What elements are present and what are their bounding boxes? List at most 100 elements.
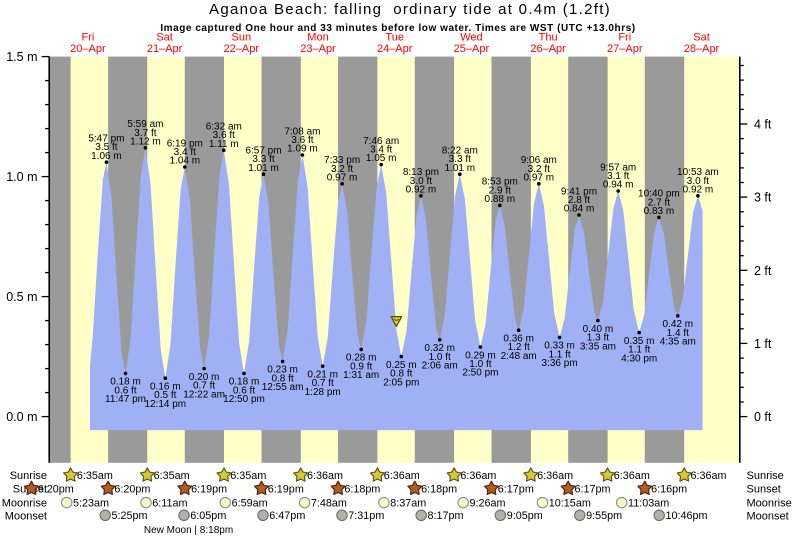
svg-text:6:17pm: 6:17pm: [498, 483, 534, 495]
svg-text:3.0 ft: 3.0 ft: [410, 176, 432, 187]
svg-text:5:59 am: 5:59 am: [127, 119, 163, 130]
svg-text:10:53 am: 10:53 am: [677, 167, 719, 178]
svg-text:25–Apr: 25–Apr: [454, 43, 490, 55]
svg-text:7:48am: 7:48am: [311, 497, 347, 509]
svg-text:10:40 pm: 10:40 pm: [638, 189, 680, 200]
svg-text:3.2 ft: 3.2 ft: [331, 164, 353, 175]
svg-text:6:05pm: 6:05pm: [190, 510, 226, 522]
svg-text:0.25 m: 0.25 m: [386, 360, 417, 371]
svg-text:1.11 m: 1.11 m: [209, 139, 239, 150]
svg-text:Sun: Sun: [232, 32, 252, 44]
svg-text:6:36am: 6:36am: [384, 470, 420, 482]
svg-text:0.21 m: 0.21 m: [307, 370, 338, 381]
svg-text:0.6 ft: 0.6 ft: [233, 385, 255, 396]
svg-text:2:06 am: 2:06 am: [422, 361, 458, 372]
svg-text:5:47 pm: 5:47 pm: [88, 134, 124, 145]
svg-text:2.8 ft: 2.8 ft: [568, 195, 590, 206]
svg-text:1.01 m: 1.01 m: [248, 163, 279, 174]
svg-text:11:47 pm: 11:47 pm: [105, 394, 146, 405]
svg-text:12:50 pm: 12:50 pm: [223, 394, 265, 405]
svg-text:6:36am: 6:36am: [537, 470, 573, 482]
svg-text:1.0 ft: 1.0 ft: [429, 352, 451, 363]
svg-text:Tue: Tue: [385, 32, 404, 44]
svg-text:21–Apr: 21–Apr: [147, 43, 183, 55]
svg-text:3.0 ft: 3.0 ft: [687, 176, 709, 187]
svg-text:9:55pm: 9:55pm: [586, 510, 622, 522]
svg-text:Fri: Fri: [618, 32, 631, 44]
svg-text:0.23 m: 0.23 m: [267, 365, 298, 376]
svg-text:Sat: Sat: [693, 32, 710, 44]
svg-text:9:41 pm: 9:41 pm: [561, 186, 597, 197]
svg-text:6:57 pm: 6:57 pm: [245, 146, 281, 157]
svg-text:1.0 ft: 1.0 ft: [469, 359, 491, 370]
svg-text:12:55 am: 12:55 am: [262, 382, 304, 393]
svg-text:0.8 ft: 0.8 ft: [271, 373, 293, 384]
svg-text:0.33 m: 0.33 m: [544, 341, 575, 352]
svg-text:7:31pm: 7:31pm: [348, 510, 384, 522]
svg-text:7:46 am: 7:46 am: [363, 136, 399, 147]
svg-text:8:22 am: 8:22 am: [442, 146, 478, 157]
svg-text:0.97 m: 0.97 m: [327, 172, 358, 183]
svg-text:8:53 pm: 8:53 pm: [482, 177, 518, 188]
svg-text:0.94 m: 0.94 m: [603, 180, 634, 191]
svg-text:2.9 ft: 2.9 ft: [489, 185, 511, 196]
svg-text:3:36 pm: 3:36 pm: [542, 358, 578, 369]
svg-text:3.4 ft: 3.4 ft: [370, 145, 392, 156]
svg-text:0.18 m: 0.18 m: [110, 377, 141, 388]
svg-text:0.29 m: 0.29 m: [465, 350, 496, 361]
svg-text:26–Apr: 26–Apr: [530, 43, 566, 55]
svg-text:6:36am: 6:36am: [614, 470, 650, 482]
svg-text:6:36am: 6:36am: [307, 470, 343, 482]
svg-text:6:47pm: 6:47pm: [269, 510, 305, 522]
svg-text:27–Apr: 27–Apr: [607, 43, 643, 55]
svg-text:1:28 pm: 1:28 pm: [305, 387, 341, 398]
svg-text:6:16pm: 6:16pm: [651, 483, 687, 495]
svg-text:Moonrise: Moonrise: [747, 498, 792, 510]
svg-text:Thu: Thu: [539, 32, 558, 44]
svg-text:0.8 ft: 0.8 ft: [390, 369, 412, 380]
svg-text:Sunrise: Sunrise: [10, 470, 47, 482]
svg-text:3.6 ft: 3.6 ft: [213, 130, 235, 141]
svg-text:3.5 ft: 3.5 ft: [95, 142, 117, 153]
svg-text:9:05pm: 9:05pm: [507, 510, 543, 522]
svg-text:3.4 ft: 3.4 ft: [174, 147, 196, 158]
svg-text:7:08 am: 7:08 am: [284, 126, 320, 137]
svg-text:0.32 m: 0.32 m: [424, 343, 455, 354]
svg-text:Moonrise: Moonrise: [2, 498, 47, 510]
svg-text:4 ft: 4 ft: [754, 118, 772, 132]
svg-text:9:06 am: 9:06 am: [521, 155, 557, 166]
svg-text:2 ft: 2 ft: [754, 264, 772, 278]
svg-text:1.2 ft: 1.2 ft: [508, 342, 530, 353]
svg-text:6:17pm: 6:17pm: [575, 483, 611, 495]
svg-text:10:46pm: 10:46pm: [666, 510, 708, 522]
svg-text:New Moon | 8:18pm: New Moon | 8:18pm: [144, 525, 233, 536]
svg-text:1 ft: 1 ft: [754, 337, 772, 351]
svg-text:6:35am: 6:35am: [154, 470, 190, 482]
svg-text:0.97 m: 0.97 m: [524, 172, 555, 183]
svg-text:4:35 am: 4:35 am: [660, 337, 696, 348]
svg-text:9:26am: 9:26am: [470, 497, 506, 509]
svg-text:3.2 ft: 3.2 ft: [528, 164, 550, 175]
svg-text:22–Apr: 22–Apr: [224, 43, 260, 55]
svg-text:7:33 pm: 7:33 pm: [324, 155, 360, 166]
svg-text:1.05 m: 1.05 m: [366, 153, 397, 164]
svg-text:6:35am: 6:35am: [77, 470, 113, 482]
svg-text:6:32 am: 6:32 am: [206, 122, 242, 133]
svg-text:1.06 m: 1.06 m: [91, 151, 122, 162]
svg-text:4:30 pm: 4:30 pm: [621, 353, 657, 364]
svg-text:1.12 m: 1.12 m: [130, 136, 161, 147]
svg-text:6:59am: 6:59am: [232, 497, 268, 509]
svg-text:6:18pm: 6:18pm: [421, 483, 457, 495]
svg-text:Sunrise: Sunrise: [747, 470, 784, 482]
svg-text:10:15am: 10:15am: [549, 497, 591, 509]
svg-text:0 ft: 0 ft: [754, 410, 772, 424]
svg-text:3.7 ft: 3.7 ft: [134, 128, 156, 139]
svg-text:1.1 ft: 1.1 ft: [628, 345, 650, 356]
svg-text:6:35am: 6:35am: [230, 470, 266, 482]
svg-text:1.3 ft: 1.3 ft: [587, 333, 609, 344]
svg-text:0.88 m: 0.88 m: [485, 194, 516, 205]
svg-text:0.20 m: 0.20 m: [189, 372, 220, 383]
svg-text:3.3 ft: 3.3 ft: [252, 154, 274, 165]
svg-text:0.0 m: 0.0 m: [6, 410, 37, 424]
svg-text:1.04 m: 1.04 m: [170, 156, 201, 167]
